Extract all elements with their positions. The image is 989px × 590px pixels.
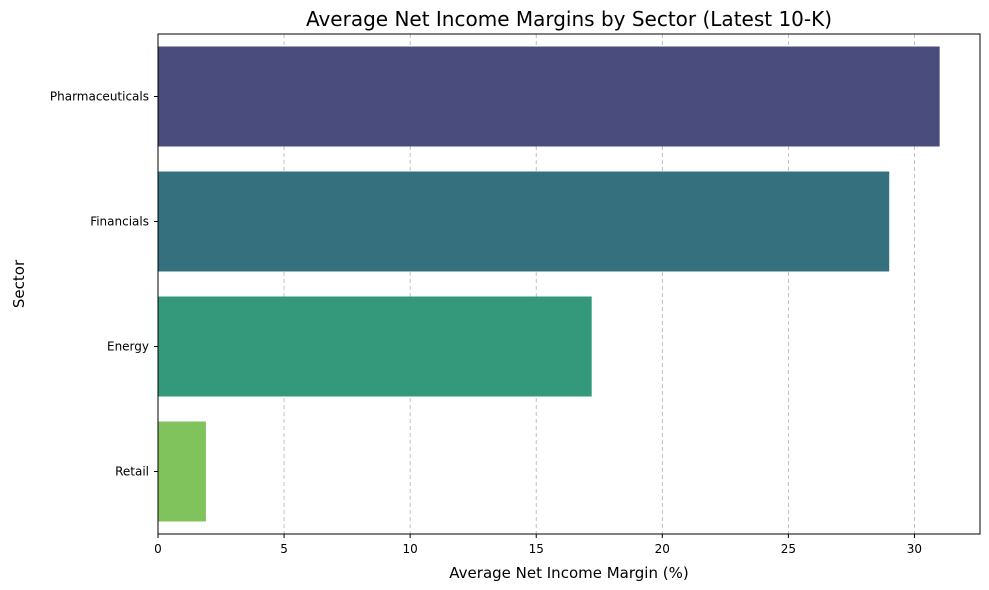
x-tick-label: 30 xyxy=(907,542,922,556)
x-axis-label: Average Net Income Margin (%) xyxy=(449,564,688,582)
x-tick-label: 5 xyxy=(280,542,288,556)
x-tick-label: 10 xyxy=(403,542,418,556)
bar-pharmaceuticals xyxy=(158,46,940,147)
bar-financials xyxy=(158,171,890,272)
y-axis-label: Sector xyxy=(10,259,28,308)
bar-retail xyxy=(158,421,206,522)
bars xyxy=(158,46,940,522)
y-tick-label: Financials xyxy=(90,215,149,229)
y-tick-label: Pharmaceuticals xyxy=(50,90,149,104)
x-axis-ticks: 0 5 10 15 20 25 30 xyxy=(154,534,922,556)
y-axis-ticks: Pharmaceuticals Financials Energy Retail xyxy=(50,90,158,479)
chart-title: Average Net Income Margins by Sector (La… xyxy=(306,7,832,31)
plot-frame xyxy=(157,33,981,535)
bar-energy xyxy=(158,296,592,397)
y-tick-label: Energy xyxy=(107,340,149,354)
x-tick-label: 20 xyxy=(655,542,670,556)
y-tick-label: Retail xyxy=(115,465,149,479)
grid-lines xyxy=(283,34,915,534)
x-tick-label: 25 xyxy=(781,542,796,556)
x-tick-label: 15 xyxy=(529,542,544,556)
x-tick-label: 0 xyxy=(154,542,162,556)
